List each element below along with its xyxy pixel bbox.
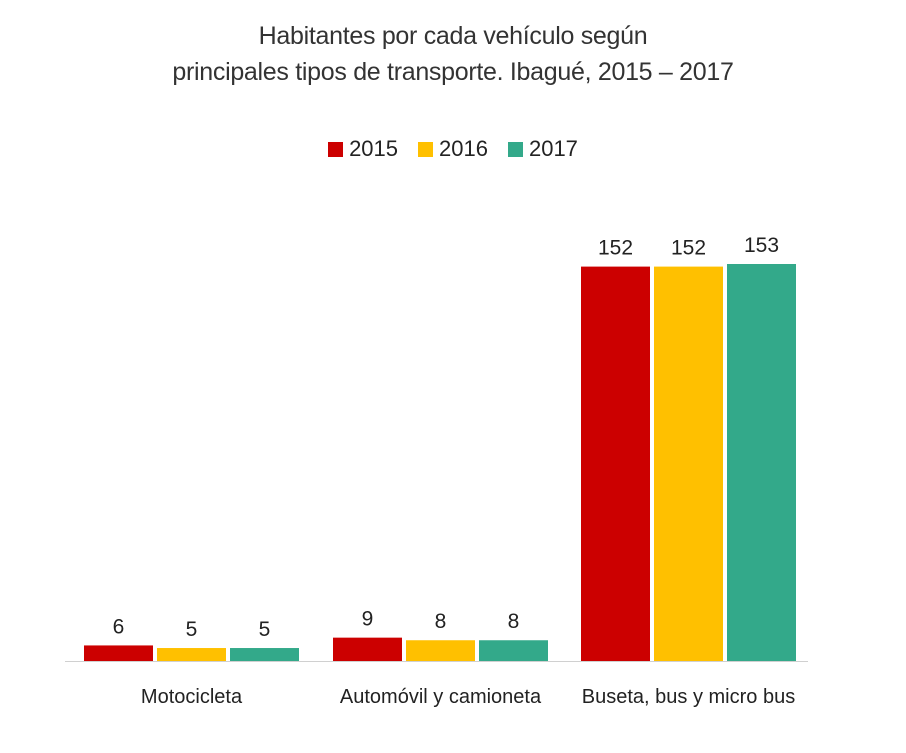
chart-title-line-2: principales tipos de transporte. Ibagué,… (172, 58, 734, 86)
bar-2017-2 (479, 640, 548, 661)
chart-title-line-1: Habitantes por cada vehículo según (258, 22, 648, 50)
legend-swatch-2015 (328, 141, 344, 157)
data-label-2016-2: 8 (435, 610, 447, 633)
bar-2017-3 (727, 264, 796, 661)
legend-label-2015: 2015 (349, 136, 399, 161)
legend: 2015 2016 2017 (0, 136, 906, 162)
legend-swatch-2017 (507, 141, 523, 157)
legend-label-2017: 2017 (528, 136, 578, 161)
legend-item-2017: 2017 (507, 136, 578, 162)
data-label-2015-3: 152 (598, 237, 633, 260)
data-label-2017-1: 5 (259, 618, 271, 641)
chart-title: Habitantes por cada vehículo según princ… (0, 18, 906, 90)
legend-swatch-2016 (418, 141, 434, 157)
bar-2015-3 (581, 266, 650, 661)
category-label-1: Motocicleta (141, 686, 243, 708)
category-label-2: Automóvil y camioneta (340, 686, 542, 708)
legend-item-2016: 2016 (418, 136, 488, 162)
data-label-2017-2: 8 (508, 610, 520, 633)
bar-2015-2 (333, 637, 402, 661)
legend-item-2015: 2015 (328, 136, 398, 162)
data-label-2015-2: 9 (362, 608, 374, 631)
data-label-2016-1: 5 (186, 618, 198, 641)
data-label-2016-3: 152 (671, 237, 706, 260)
category-label-3: Buseta, bus y micro bus (582, 686, 795, 708)
bar-2016-2 (406, 640, 475, 661)
data-label-2017-3: 153 (744, 234, 779, 257)
bar-2017-1 (230, 648, 299, 661)
bar-2015-1 (84, 645, 153, 661)
data-label-2015-1: 6 (113, 615, 125, 638)
bar-2016-3 (654, 266, 723, 661)
legend-label-2016: 2016 (439, 136, 488, 161)
bar-2016-1 (157, 648, 226, 661)
